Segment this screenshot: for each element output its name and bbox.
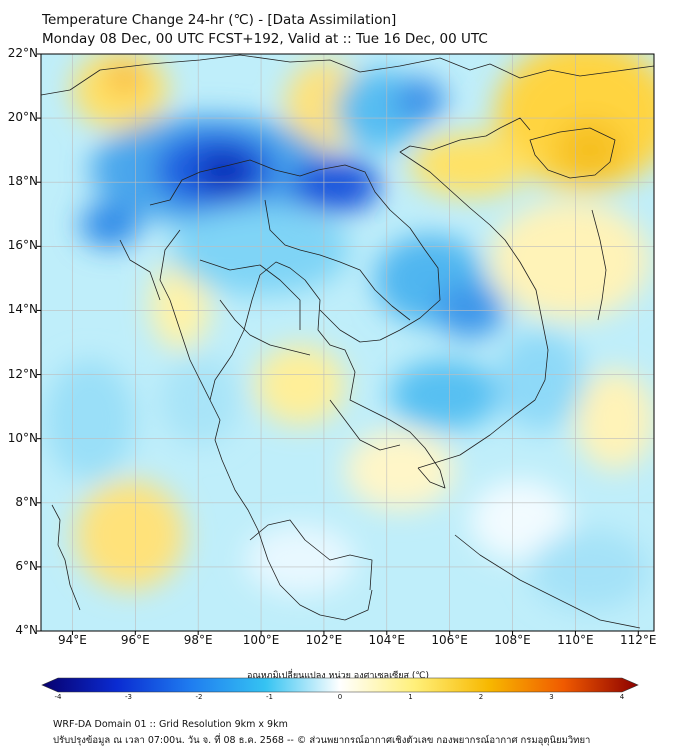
colorbar-label: อุณหภูมิเปลี่ยนแปลง หน่วย องศาเซลเซียส (… — [246, 671, 430, 681]
footer-credit: ปรับปรุงข้อมูล ณ เวลา 07:00น. วัน จ. ที่… — [53, 735, 591, 746]
lat-label: 4°N — [15, 623, 38, 637]
map-gridlines — [41, 53, 654, 632]
lon-label: 94°E — [57, 633, 87, 647]
temperature-change-map — [37, 53, 655, 635]
colorbar-tick-label: 3 — [549, 693, 554, 701]
colorbar-tick-label: -4 — [54, 693, 62, 701]
colorbar-tick-label: -2 — [195, 693, 203, 701]
lon-label: 112°E — [620, 633, 657, 647]
colorbar-tick-label: 0 — [337, 693, 343, 701]
lon-label: 96°E — [120, 633, 150, 647]
lon-label: 106°E — [431, 633, 468, 647]
colorbar-tick-label: 4 — [619, 693, 625, 701]
temperature-field — [41, 54, 654, 631]
colorbar-tick-label: 1 — [408, 693, 413, 701]
lat-label: 14°N — [7, 302, 38, 317]
colorbar-tick-label: -3 — [125, 693, 132, 701]
colorbar-tick-label: -1 — [266, 693, 273, 701]
lon-label: 98°E — [183, 633, 213, 647]
lat-label: 16°N — [7, 238, 38, 253]
lon-label: 102°E — [305, 633, 343, 647]
map-subtitle: Monday 08 Dec, 00 UTC FCST+192, Valid at… — [42, 31, 488, 47]
footer-model-info: WRF-DA Domain 01 :: Grid Resolution 9km … — [53, 719, 288, 730]
map-title: Temperature Change 24-hr (℃) - [Data Ass… — [42, 12, 397, 28]
lat-label: 22°N — [7, 46, 38, 60]
lat-label: 10°N — [7, 430, 38, 445]
lon-label: 104°E — [368, 633, 406, 647]
lat-label: 18°N — [7, 174, 38, 189]
lon-label: 108°E — [494, 633, 531, 647]
lat-label: 6°N — [15, 558, 38, 573]
coastline-borders — [41, 54, 654, 629]
lon-label: 100°E — [242, 633, 280, 647]
colorbar-tick-label: 2 — [478, 693, 484, 701]
lat-label: 12°N — [7, 366, 38, 381]
lat-label: 8°N — [15, 494, 38, 509]
lon-label: 110°E — [557, 633, 594, 647]
colorbar — [41, 677, 639, 693]
lat-label: 20°N — [7, 110, 38, 125]
